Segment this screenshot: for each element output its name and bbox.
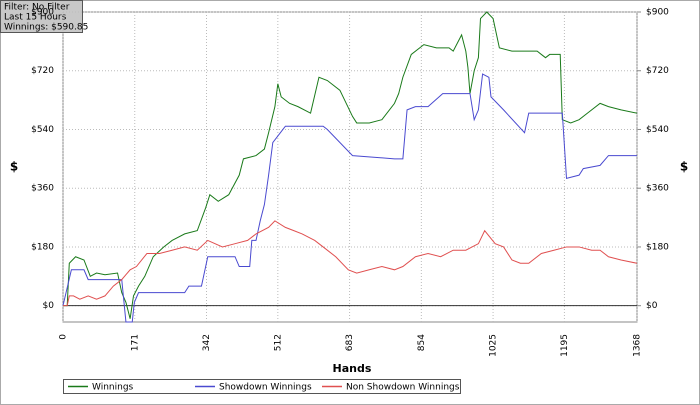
y2-tick-label: $900: [646, 8, 669, 18]
y-tick-label: $720: [31, 66, 54, 76]
y-axis-title: $: [10, 160, 18, 174]
info-period: Last 15 Hours: [4, 13, 67, 23]
info-box-bg: [0, 0, 83, 33]
x-tick-label: 854: [417, 334, 427, 351]
y2-tick-label: $360: [646, 184, 669, 194]
x-tick-label: 1368: [633, 334, 643, 357]
x-tick-label: 1195: [560, 334, 570, 357]
series-line: [62, 73, 637, 323]
x-tick-label: 683: [345, 334, 355, 351]
x-tick-label: 0: [59, 334, 69, 340]
y2-tick-label: $180: [646, 242, 669, 252]
legend-label: Showdown Winnings: [219, 383, 312, 393]
y2-tick-label: $540: [646, 125, 669, 135]
legend: [63, 379, 461, 394]
y2-tick-label: $0: [646, 301, 658, 311]
series-line: [63, 11, 638, 319]
x-tick-label: 171: [130, 334, 140, 351]
y-tick-label: $180: [31, 242, 54, 252]
series-line: [63, 220, 638, 307]
y-tick-label: $0: [43, 301, 55, 311]
x-tick-label: 342: [202, 334, 212, 351]
info-box: Filter: No Filter Last 15 Hours Winnings…: [0, 0, 88, 33]
x-tick-label: 1025: [489, 334, 499, 357]
y-tick-label: $540: [31, 125, 54, 135]
plot-area: [62, 11, 638, 323]
x-tick-label: 512: [273, 334, 283, 351]
legend-label: Winnings: [92, 383, 134, 393]
y-tick-label: $360: [31, 184, 54, 194]
legend-label: Non Showdown Winnings: [346, 383, 460, 393]
y2-axis-title: $: [680, 160, 688, 174]
y-tick-label: $900: [31, 8, 54, 18]
info-winnings: Winnings: $590.85: [4, 23, 88, 33]
x-axis-title: Hands: [333, 362, 372, 375]
y2-tick-label: $720: [646, 66, 669, 76]
info-filter: Filter: No Filter: [4, 3, 70, 13]
